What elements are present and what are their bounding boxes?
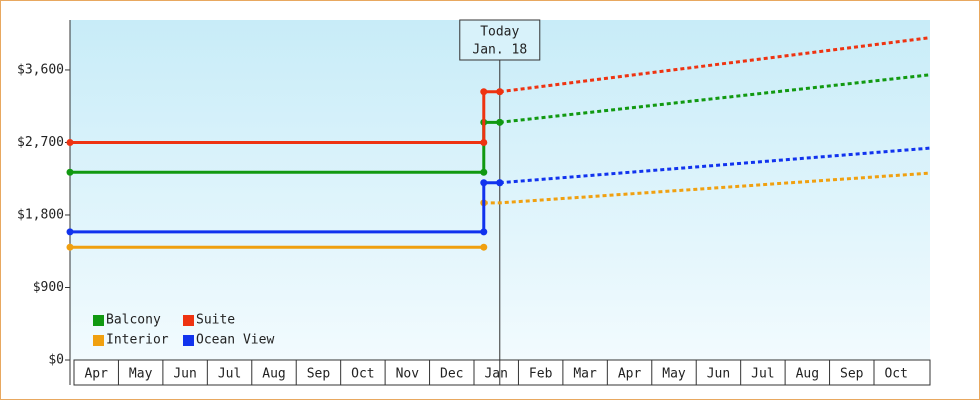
price-point — [66, 138, 74, 146]
forecast-point — [496, 179, 504, 187]
y-tick-label: $3,600 — [17, 62, 64, 77]
price-line — [70, 181, 500, 234]
y-tick-label: $1,800 — [17, 207, 64, 222]
x-tick-label: May — [129, 367, 153, 382]
price-point — [66, 168, 74, 176]
price-point — [480, 168, 488, 176]
legend-label: Balcony — [106, 313, 161, 328]
forecast-line — [499, 36, 931, 94]
price-line — [70, 120, 500, 174]
legend-swatch — [183, 335, 194, 346]
price-point — [480, 88, 488, 96]
forecast-point — [496, 118, 504, 126]
x-tick-label: May — [662, 367, 686, 382]
legend-label: Ocean View — [196, 333, 274, 348]
x-tick-label: Jul — [218, 367, 241, 382]
x-tick-label: Apr — [618, 367, 642, 382]
x-tick-label: Jul — [751, 367, 774, 382]
forecast-line — [499, 73, 931, 124]
price-point — [480, 228, 488, 236]
x-tick-label: Nov — [396, 367, 420, 382]
y-tick-label: $2,700 — [17, 135, 64, 150]
x-tick-label: Aug — [262, 367, 285, 382]
legend-label: Suite — [196, 313, 235, 328]
today-label: Today — [480, 25, 519, 40]
price-point — [480, 138, 488, 146]
forecast-point — [496, 88, 504, 96]
legend-swatch — [93, 315, 104, 326]
price-point — [66, 228, 74, 236]
x-tick-label: Oct — [351, 367, 374, 382]
price-line — [70, 90, 500, 144]
price-point — [480, 243, 488, 251]
x-tick-label: Sep — [840, 367, 864, 382]
legend-swatch — [183, 315, 194, 326]
forecast-line — [499, 146, 931, 185]
legend-label: Interior — [106, 333, 169, 348]
legend-swatch — [93, 335, 104, 346]
today-label: Jan. 18 — [472, 43, 527, 58]
x-tick-label: Feb — [529, 367, 553, 382]
x-tick-label: Jun — [707, 367, 730, 382]
x-tick-label: Sep — [307, 367, 331, 382]
x-tick-label: Oct — [884, 367, 907, 382]
x-tick-label: Aug — [796, 367, 819, 382]
y-tick-label: $0 — [48, 353, 64, 368]
y-tick-label: $900 — [33, 280, 64, 295]
x-tick-label: Apr — [84, 367, 108, 382]
x-tick-label: Jan — [484, 367, 507, 382]
x-tick-label: Jun — [173, 367, 196, 382]
today-box — [459, 19, 541, 61]
price-point — [66, 243, 74, 251]
price-point — [480, 179, 488, 187]
x-tick-label: Dec — [440, 367, 463, 382]
x-tick-label: Mar — [573, 367, 597, 382]
forecast-line — [483, 171, 931, 205]
